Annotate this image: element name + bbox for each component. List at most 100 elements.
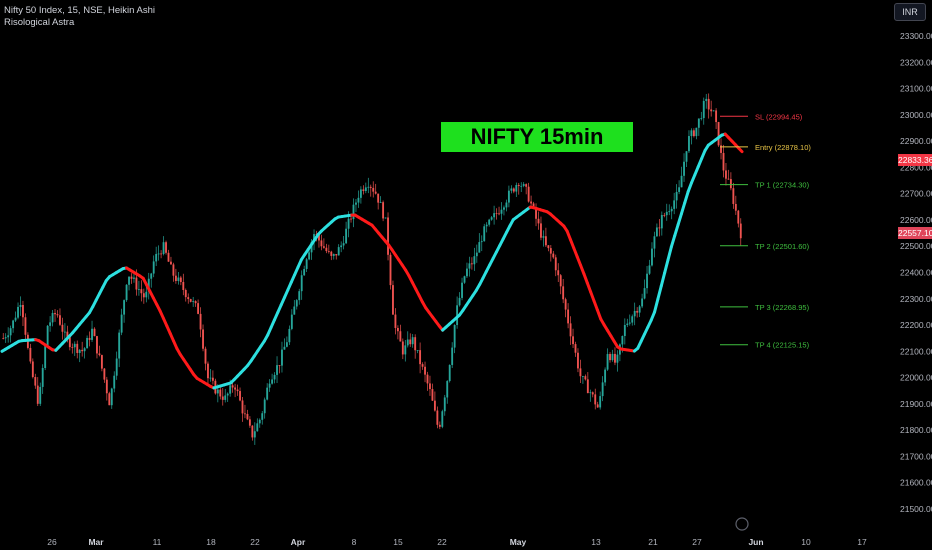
y-tick-label: 22700.00 xyxy=(900,189,932,199)
candle-body xyxy=(436,410,439,425)
candle-body xyxy=(285,342,288,347)
candle-body xyxy=(71,347,74,348)
candle-body xyxy=(493,213,496,218)
candle-body xyxy=(577,352,579,369)
candle-body xyxy=(485,224,488,227)
candle-body xyxy=(263,399,266,414)
candle-body xyxy=(271,379,274,384)
candle-body xyxy=(690,130,693,137)
x-tick-label: 22 xyxy=(437,537,447,547)
trend-line-segment xyxy=(666,245,673,262)
candle-body xyxy=(498,213,500,215)
candle-body xyxy=(655,227,658,237)
candle-body xyxy=(505,202,508,208)
candle-body xyxy=(685,151,688,162)
candle-body xyxy=(392,285,394,315)
candle-body xyxy=(411,337,414,345)
candle-body xyxy=(108,393,111,406)
trend-line-segment xyxy=(595,308,603,321)
candle-body xyxy=(552,253,555,258)
candle-body xyxy=(202,329,204,349)
candle-body xyxy=(663,215,666,216)
candle-body xyxy=(517,185,520,186)
candle-body xyxy=(424,366,426,375)
symbol-title[interactable]: Nifty 50 Index, 15, NSE, Heikin Ashi xyxy=(4,5,156,16)
candle-body xyxy=(470,263,473,265)
candle-body xyxy=(429,383,431,390)
candle-body xyxy=(542,236,545,238)
candle-body xyxy=(623,325,626,337)
candle-body xyxy=(399,331,402,342)
candle-body xyxy=(401,341,404,355)
candle-body xyxy=(641,298,644,307)
candle-body xyxy=(39,386,42,404)
candle-body xyxy=(100,355,103,369)
candle-body xyxy=(56,314,59,316)
candle-body xyxy=(495,213,498,214)
candle-body xyxy=(110,388,113,406)
candle-body xyxy=(507,190,510,203)
candle-body xyxy=(367,186,370,188)
candle-body xyxy=(29,347,32,362)
candle-body xyxy=(241,400,244,414)
candle-body xyxy=(688,136,690,152)
y-tick-label: 22800.00 xyxy=(900,162,932,172)
trend-line-segment xyxy=(572,246,579,259)
candle-body xyxy=(162,242,165,255)
y-tick-label: 22200.00 xyxy=(900,320,932,330)
candle-body xyxy=(389,254,392,286)
level-label: SL (22994.45) xyxy=(755,112,803,121)
candle-body xyxy=(525,184,528,187)
candle-body xyxy=(345,228,348,244)
candle-body xyxy=(705,98,708,101)
candle-body xyxy=(98,353,101,356)
candle-body xyxy=(182,281,185,290)
candle-body xyxy=(142,293,145,298)
candle-body xyxy=(387,217,389,255)
candle-body xyxy=(83,348,86,352)
currency-button[interactable]: INR xyxy=(894,3,926,21)
candle-body xyxy=(589,392,592,394)
candle-body xyxy=(17,306,19,318)
candle-body xyxy=(456,305,459,325)
candle-body xyxy=(78,349,81,353)
replay-icon xyxy=(735,517,749,531)
candle-body xyxy=(224,395,227,400)
candle-body xyxy=(278,365,281,366)
candle-body xyxy=(419,350,422,365)
candle-body xyxy=(41,368,44,387)
candle-body xyxy=(697,118,700,128)
current-price-tag: 22557.10 xyxy=(898,227,932,239)
candle-body xyxy=(438,424,441,427)
candle-body xyxy=(626,323,629,326)
candle-body xyxy=(559,275,562,287)
candle-body xyxy=(189,299,192,302)
candle-body xyxy=(276,365,278,375)
x-tick-label: May xyxy=(510,537,527,547)
candle-body xyxy=(81,349,84,352)
x-tick-label: 10 xyxy=(801,537,811,547)
candle-body xyxy=(209,377,212,379)
x-tick-label: 27 xyxy=(692,537,702,547)
candle-body xyxy=(170,261,172,265)
candle-body xyxy=(7,335,10,338)
candle-body xyxy=(572,336,574,345)
candle-body xyxy=(19,305,22,307)
trend-line-segment xyxy=(659,271,667,288)
candle-body xyxy=(463,276,466,283)
candle-body xyxy=(207,363,209,379)
x-tick-label: 11 xyxy=(153,537,162,547)
trend-line-segment xyxy=(575,255,583,267)
candle-body xyxy=(140,289,143,294)
candle-body xyxy=(31,361,34,378)
candle-body xyxy=(350,218,352,220)
candle-body xyxy=(342,243,345,246)
candle-body xyxy=(115,358,118,376)
y-tick-label: 21700.00 xyxy=(900,451,932,461)
candle-body xyxy=(61,324,64,332)
candle-body xyxy=(431,389,434,401)
x-tick-label: 21 xyxy=(648,537,658,547)
indicator-name[interactable]: Risological Astra xyxy=(4,17,75,28)
candle-body xyxy=(293,306,296,315)
